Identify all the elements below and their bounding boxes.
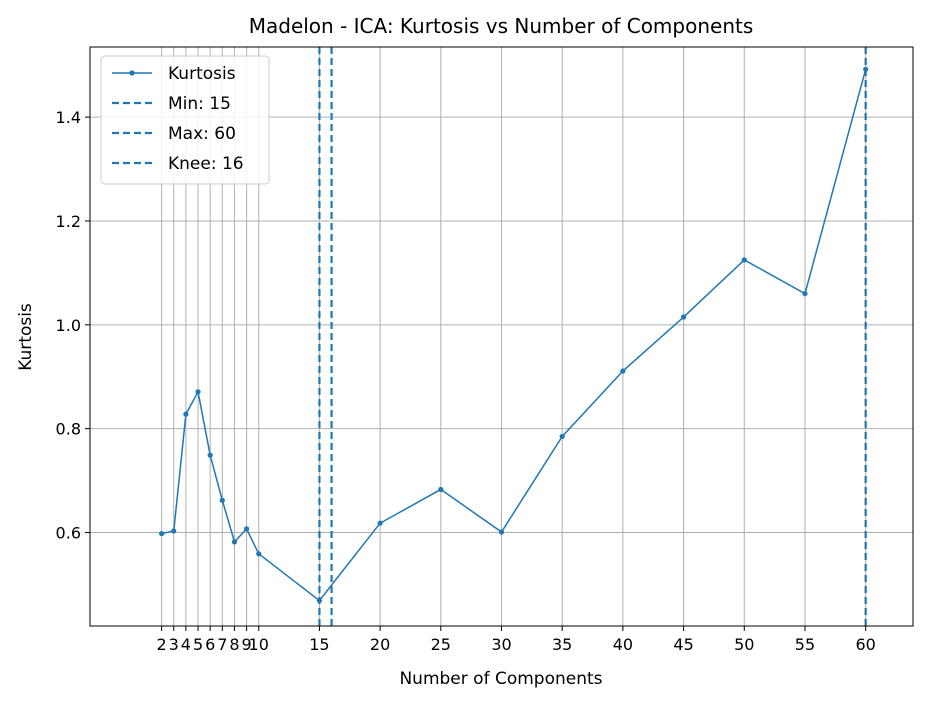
x-tick-label: 15 (309, 635, 329, 654)
kurtosis-point (183, 411, 189, 417)
x-tick-label: 2 (157, 635, 167, 654)
x-tick-label: 55 (795, 635, 815, 654)
x-tick-label: 3 (169, 635, 179, 654)
legend-marker (129, 70, 135, 76)
x-tick-label: 20 (370, 635, 390, 654)
x-tick-label: 7 (217, 635, 227, 654)
vertical-reference-lines (318, 47, 867, 626)
y-axis-label: Kurtosis (16, 303, 36, 371)
y-tick-label: 1.0 (56, 316, 81, 335)
y-axis-ticks: 0.6 0.8 1.0 1.2 1.4 (56, 108, 90, 543)
kurtosis-point (243, 526, 250, 532)
kurtosis-point (171, 528, 177, 534)
x-tick-label: 5 (193, 635, 203, 654)
x-tick-label: 45 (673, 635, 693, 654)
kurtosis-point (863, 66, 869, 72)
legend-label: Min: 15 (168, 94, 231, 114)
kurtosis-point (680, 314, 687, 320)
x-tick-label: 4 (181, 635, 191, 654)
x-tick-label: 50 (734, 635, 754, 654)
legend-label: Max: 60 (168, 124, 236, 144)
kurtosis-point (316, 597, 323, 604)
x-tick-label: 30 (491, 635, 511, 654)
series-layer (159, 66, 869, 604)
x-tick-label: 6 (205, 635, 215, 654)
kurtosis-point (438, 486, 444, 493)
x-tick-label: 25 (431, 635, 451, 654)
kurtosis-point (377, 520, 383, 526)
y-tick-label: 1.4 (56, 108, 81, 127)
x-tick-label: 60 (855, 635, 875, 654)
x-tick-label: 8 (229, 635, 239, 654)
kurtosis-point (231, 539, 238, 545)
x-tick-label: 9 (241, 635, 251, 654)
x-tick-label: 35 (552, 635, 572, 654)
legend: Kurtosis Min: 15 Max: 60 Knee: 16 (100, 55, 270, 185)
kurtosis-point (498, 529, 505, 535)
x-tick-label: 10 (249, 635, 269, 654)
legend-label: Kurtosis (168, 64, 236, 84)
legend-label: Knee: 16 (168, 154, 244, 174)
kurtosis-point (620, 368, 626, 374)
kurtosis-point (159, 530, 165, 537)
kurtosis-point (207, 452, 213, 458)
kurtosis-point (802, 291, 808, 297)
kurtosis-point (256, 551, 262, 557)
y-tick-label: 0.6 (56, 524, 81, 543)
legend-frame (100, 55, 270, 185)
x-axis-label: Number of Components (399, 669, 602, 689)
kurtosis-point (741, 257, 747, 263)
y-tick-label: 0.8 (56, 420, 81, 439)
y-tick-label: 1.2 (56, 212, 81, 231)
x-axis-ticks: 2 3 4 5 6 7 8 910 15 20 25 30 35 40 45 50 55 60 (157, 626, 876, 654)
kurtosis-point (559, 433, 565, 440)
kurtosis-point (219, 497, 225, 503)
kurtosis-point (195, 389, 201, 395)
x-tick-label: 40 (613, 635, 633, 654)
chart-title: Madelon - ICA: Kurtosis vs Number of Com… (249, 14, 754, 38)
